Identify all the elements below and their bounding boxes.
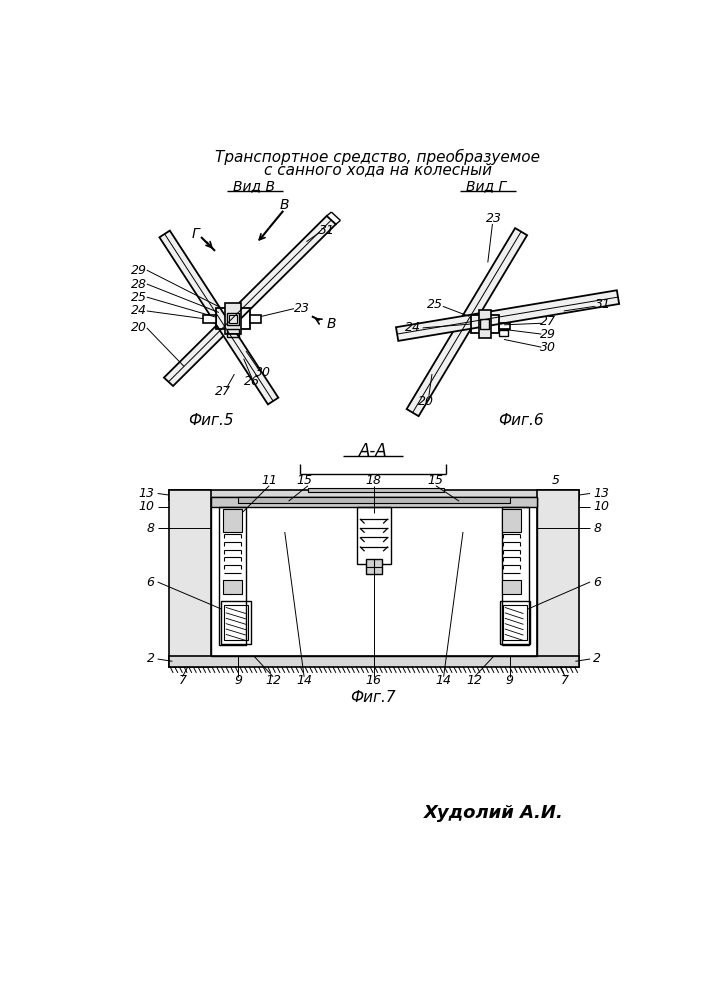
Text: 6: 6 — [146, 576, 154, 588]
Bar — [168, 656, 579, 667]
Bar — [499, 323, 510, 329]
Text: А-А: А-А — [359, 442, 387, 460]
Text: 25: 25 — [131, 291, 147, 304]
Text: 6: 6 — [593, 576, 601, 588]
Text: Г: Г — [191, 227, 199, 241]
Text: 29: 29 — [540, 328, 556, 341]
Text: 9: 9 — [234, 674, 242, 687]
Text: 26: 26 — [244, 375, 260, 388]
Bar — [203, 315, 215, 323]
Bar — [480, 319, 489, 329]
Text: 2: 2 — [593, 652, 601, 666]
Bar — [499, 330, 508, 336]
Text: 23: 23 — [294, 302, 310, 315]
Text: 16: 16 — [366, 674, 382, 687]
Text: 31: 31 — [595, 298, 611, 311]
Text: Фиг.7: Фиг.7 — [350, 690, 396, 705]
Text: В: В — [280, 198, 290, 212]
Text: 31: 31 — [320, 224, 336, 237]
Text: 12: 12 — [467, 674, 483, 687]
Text: 27: 27 — [215, 385, 231, 398]
Bar — [366, 559, 381, 574]
Bar — [215, 308, 250, 329]
Text: 18: 18 — [366, 474, 382, 487]
Bar — [223, 509, 242, 532]
Text: 14: 14 — [435, 674, 451, 687]
Bar — [537, 490, 579, 667]
Text: Фиг.6: Фиг.6 — [498, 413, 544, 428]
Text: Транспортное средство, преобразуемое: Транспортное средство, преобразуемое — [215, 149, 540, 165]
Text: В: В — [326, 317, 336, 331]
Text: 7: 7 — [561, 674, 569, 687]
Text: 15: 15 — [296, 474, 312, 487]
Text: 9: 9 — [505, 674, 513, 687]
Text: 24: 24 — [405, 321, 421, 334]
Text: 13: 13 — [138, 487, 154, 500]
Text: 10: 10 — [138, 500, 154, 513]
Text: 8: 8 — [593, 522, 601, 535]
Text: 29: 29 — [131, 264, 147, 277]
Text: 12: 12 — [265, 674, 281, 687]
Bar — [168, 490, 579, 500]
Text: 30: 30 — [255, 366, 271, 379]
Text: 10: 10 — [593, 500, 609, 513]
Bar — [308, 488, 443, 492]
Text: 8: 8 — [146, 522, 154, 535]
Text: 11: 11 — [261, 474, 277, 487]
Text: 28: 28 — [131, 278, 147, 291]
Text: 20: 20 — [418, 395, 434, 408]
Bar — [238, 497, 510, 503]
Text: 24: 24 — [131, 304, 147, 317]
Bar — [502, 507, 529, 645]
Bar — [503, 605, 526, 640]
Bar — [471, 315, 499, 333]
Text: 20: 20 — [131, 321, 147, 334]
Bar — [223, 580, 242, 594]
Text: 2: 2 — [146, 652, 154, 666]
Bar — [226, 312, 239, 325]
Text: 5: 5 — [552, 474, 560, 487]
Bar — [357, 507, 391, 564]
Text: Вид Г: Вид Г — [466, 179, 507, 193]
Bar — [211, 497, 537, 507]
Text: 13: 13 — [593, 487, 609, 500]
Text: 27: 27 — [540, 315, 556, 328]
Text: 7: 7 — [178, 674, 186, 687]
Bar — [224, 605, 248, 640]
Text: Вид В: Вид В — [233, 179, 274, 193]
Bar — [502, 580, 521, 594]
Text: Худолий А.И.: Худолий А.И. — [424, 804, 564, 822]
Bar — [219, 507, 246, 645]
Text: 25: 25 — [427, 298, 443, 311]
Text: 15: 15 — [428, 474, 444, 487]
Text: Фиг.5: Фиг.5 — [189, 413, 234, 428]
Polygon shape — [164, 216, 336, 386]
Bar — [478, 310, 491, 338]
Bar — [502, 509, 521, 532]
Polygon shape — [396, 290, 619, 341]
Text: с санного хода на колесный: с санного хода на колесный — [264, 162, 491, 177]
Polygon shape — [159, 231, 278, 404]
Bar — [229, 315, 237, 323]
Polygon shape — [407, 228, 527, 416]
Bar — [221, 601, 250, 644]
Text: 30: 30 — [540, 341, 556, 354]
Bar — [225, 303, 240, 334]
Bar — [226, 329, 239, 337]
Bar — [168, 490, 211, 667]
Text: 23: 23 — [486, 212, 502, 225]
Bar — [211, 497, 537, 656]
Text: 14: 14 — [296, 674, 312, 687]
Bar — [250, 315, 261, 323]
Bar — [500, 601, 530, 644]
